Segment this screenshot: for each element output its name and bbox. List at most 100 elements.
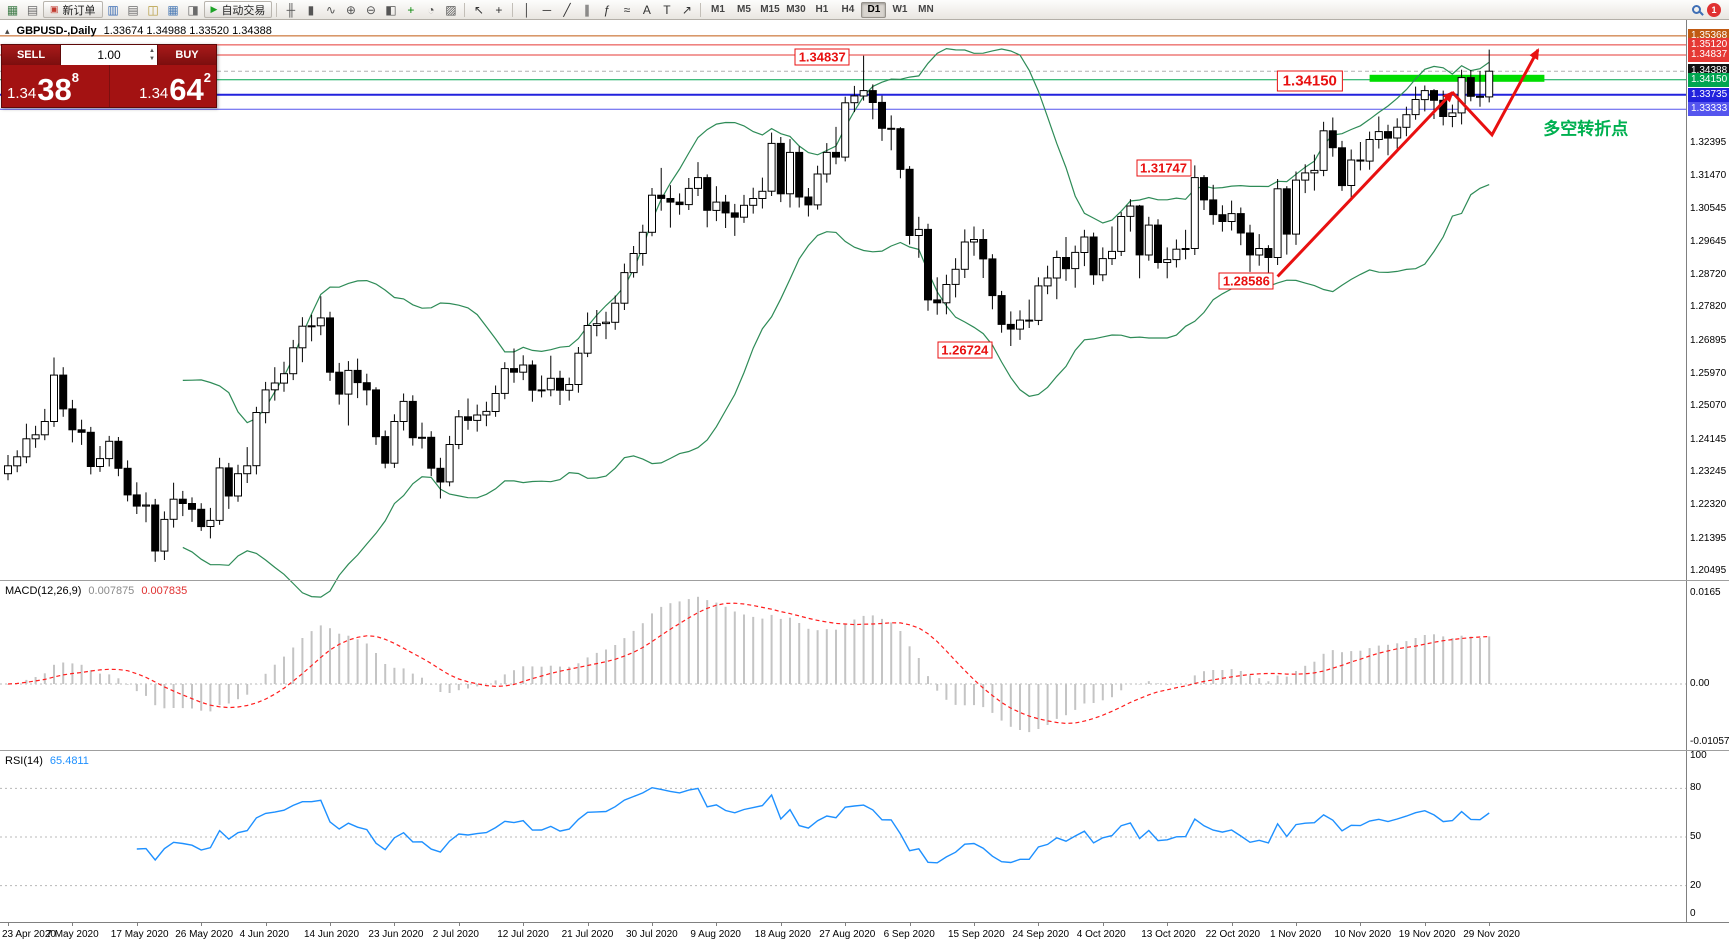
- rsi-tick: 80: [1690, 782, 1702, 794]
- volume-up-icon[interactable]: ▲: [149, 48, 155, 54]
- data-window-icon[interactable]: ▤: [127, 2, 139, 17]
- search-icon[interactable]: [1692, 5, 1701, 14]
- date-tick: [330, 923, 331, 926]
- trend-arrow-1[interactable]: [1276, 90, 1454, 278]
- timeframe-m15[interactable]: M15: [760, 4, 780, 15]
- line-chart-icon[interactable]: ∿: [325, 2, 336, 17]
- crosshair-icon[interactable]: +: [495, 2, 503, 17]
- toolbar-separator: [700, 2, 702, 17]
- date-tick: [845, 923, 847, 926]
- date-label: 23 Apr 2020: [2, 929, 56, 940]
- terminal-icon[interactable]: ▦: [167, 2, 179, 17]
- trendline-icon[interactable]: ╱: [563, 2, 571, 17]
- indicators-icon[interactable]: +: [407, 2, 415, 17]
- price-tick: 1.20495: [1690, 564, 1727, 576]
- cursor-icon[interactable]: ↖: [473, 2, 484, 17]
- macd-histogram: [7, 596, 1491, 733]
- label-1-34150[interactable]: 1.34150: [1276, 70, 1343, 92]
- autotrading-button[interactable]: ▶ 自动交易: [203, 1, 273, 18]
- date-tick: [72, 923, 74, 926]
- buy-button[interactable]: BUY: [158, 45, 216, 65]
- date-label: 12 Jul 2020: [497, 929, 549, 940]
- rsi-tick: 50: [1690, 831, 1702, 842]
- market-watch-icon[interactable]: ▥: [107, 2, 119, 17]
- price-tag-1.34837: 1.34837: [1688, 48, 1729, 63]
- time-axis[interactable]: 23 Apr 2020 7 May 2020 17 May 2020 26 May 2…: [0, 922, 1729, 945]
- autotrading-button-label: 自动交易: [221, 4, 266, 17]
- date-tick: [780, 923, 782, 926]
- date-tick: [1038, 923, 1040, 926]
- tile-windows-icon[interactable]: ◧: [385, 2, 397, 17]
- waves-icon[interactable]: ≈: [623, 2, 631, 17]
- new-order-button[interactable]: ▣ 新订单: [43, 1, 103, 18]
- turning-point-text[interactable]: 多空转折点: [1543, 119, 1629, 139]
- sell-price[interactable]: 1.34 38 8: [2, 65, 110, 107]
- horizontal-line-icon[interactable]: ─: [542, 2, 552, 17]
- timeframe-h1[interactable]: H1: [815, 4, 829, 15]
- date-label: 4 Oct 2020: [1076, 929, 1126, 940]
- periods-icon[interactable]: ◔: [427, 2, 435, 17]
- text-icon[interactable]: A: [642, 2, 651, 17]
- date-tick: [8, 923, 9, 926]
- label-1-28586[interactable]: 1.28586: [1218, 272, 1274, 290]
- timeframe-h4[interactable]: H4: [841, 4, 855, 15]
- channel-icon[interactable]: ∥: [583, 2, 590, 17]
- macd-tick: 0.00: [1690, 678, 1710, 689]
- macd-signal-line: [7, 602, 1490, 725]
- label-1-31747[interactable]: 1.31747: [1136, 159, 1192, 177]
- new-chart-icon[interactable]: ▦: [6, 2, 19, 17]
- buy-price[interactable]: 1.34 64 2: [110, 65, 217, 107]
- profiles-icon[interactable]: ▤: [26, 2, 39, 17]
- support-zone[interactable]: [1369, 74, 1545, 82]
- macd-main-value: 0.007875: [88, 585, 135, 597]
- rsi-header: RSI(14) 65.4811: [5, 755, 89, 767]
- timeframe-mn[interactable]: MN: [918, 4, 934, 15]
- date-label: 22 Oct 2020: [1205, 929, 1261, 940]
- date-tick: [909, 923, 911, 926]
- macd-header: MACD(12,26,9) 0.007875 0.007835: [5, 585, 187, 597]
- timeframe-m30[interactable]: M30: [786, 4, 806, 15]
- zoom-out-icon[interactable]: ⊖: [365, 2, 376, 17]
- volume-input[interactable]: 1.00 ▲ ▼: [60, 45, 158, 65]
- rsi-tick: 100: [1690, 750, 1707, 761]
- templates-icon[interactable]: ▨: [445, 2, 457, 17]
- date-label: 10 Nov 2020: [1334, 929, 1392, 940]
- timeframe-m5[interactable]: M5: [736, 4, 751, 15]
- bar-chart-icon[interactable]: ╫: [286, 2, 296, 17]
- label-1-26724[interactable]: 1.26724: [937, 341, 993, 359]
- sell-button[interactable]: SELL: [2, 45, 60, 65]
- pane-separator-macd[interactable]: [0, 580, 1729, 581]
- zoom-in-icon[interactable]: ⊕: [345, 2, 356, 17]
- timeframe-w1[interactable]: W1: [892, 4, 908, 15]
- candlestick-chart-icon[interactable]: ▮: [307, 2, 315, 17]
- oneclick-toggle-icon[interactable]: ▴: [5, 25, 10, 36]
- date-tick: [974, 923, 975, 926]
- date-label: 6 Sep 2020: [883, 929, 935, 940]
- price-tick: 1.27820: [1690, 301, 1727, 313]
- rsi-line: [136, 786, 1490, 864]
- price-tick: 1.24145: [1690, 433, 1727, 445]
- notification-badge[interactable]: 1: [1707, 2, 1721, 17]
- date-label: 17 May 2020: [110, 929, 169, 940]
- date-tick: [523, 923, 525, 926]
- price-tick: 1.29645: [1690, 235, 1727, 247]
- timeframe-d1[interactable]: D1: [861, 1, 887, 18]
- navigator-icon[interactable]: ◫: [147, 2, 159, 17]
- date-tick: [394, 923, 396, 926]
- pane-separator-rsi[interactable]: [0, 750, 1729, 751]
- date-tick: [136, 923, 138, 926]
- strategy-tester-icon[interactable]: ◨: [187, 2, 199, 17]
- fibonacci-icon[interactable]: ƒ: [603, 2, 611, 17]
- trend-arrow-2[interactable]: [1451, 48, 1540, 138]
- timeframe-m1[interactable]: M1: [710, 4, 725, 15]
- volume-down-icon[interactable]: ▼: [149, 56, 155, 62]
- chart-ohlc: 1.33674 1.34988 1.33520 1.34388: [103, 25, 272, 37]
- date-tick: [716, 923, 718, 926]
- label-1-34837[interactable]: 1.34837: [794, 48, 850, 66]
- bollinger-upper-band: [182, 47, 1490, 424]
- vertical-line-icon[interactable]: │: [523, 2, 531, 17]
- date-label: 15 Sep 2020: [948, 929, 1005, 940]
- arrows-icon[interactable]: ↗: [681, 2, 692, 17]
- label-icon[interactable]: T: [663, 2, 671, 17]
- price-axis[interactable]: 1.32395 1.31470 1.30545 1.29645 1.28720 1.278…: [1686, 20, 1729, 922]
